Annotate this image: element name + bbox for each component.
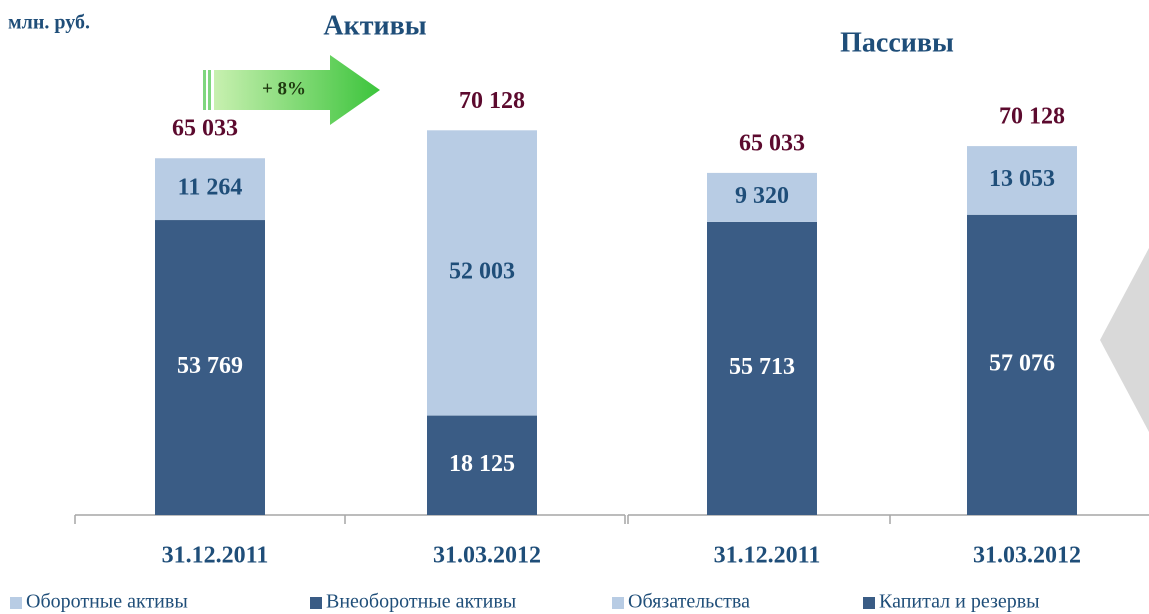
legend-swatch bbox=[612, 597, 624, 609]
value-label: 53 769 bbox=[177, 353, 243, 379]
value-label: 9 320 bbox=[735, 183, 789, 209]
legend-label: Капитал и резервы bbox=[879, 591, 1040, 613]
decor-shape bbox=[1100, 248, 1149, 432]
bar-segment bbox=[427, 130, 537, 416]
bar-segment bbox=[967, 146, 1077, 215]
value-label: 57 076 bbox=[989, 350, 1055, 376]
bar-segment bbox=[155, 220, 265, 515]
value-label: 13 053 bbox=[989, 166, 1055, 192]
x-tick-label: 31.12.2011 bbox=[162, 543, 269, 569]
value-label: 18 125 bbox=[449, 451, 515, 477]
bar-segment bbox=[155, 158, 265, 221]
bar-segment bbox=[427, 415, 537, 515]
growth-arrow bbox=[203, 55, 380, 125]
value-label: 52 003 bbox=[449, 258, 515, 284]
total-label: 65 033 bbox=[172, 116, 238, 142]
annotation: + 8% bbox=[262, 78, 306, 99]
chart-title: Пассивы bbox=[840, 27, 954, 58]
legend-swatch bbox=[863, 597, 875, 609]
total-label: 65 033 bbox=[739, 130, 805, 156]
total-label: 70 128 bbox=[999, 104, 1065, 130]
legend-label: Внеоборотные активы bbox=[326, 591, 516, 613]
legend-label: Оборотные активы bbox=[26, 591, 188, 613]
value-label: 11 264 bbox=[178, 175, 243, 201]
bar-segment bbox=[967, 214, 1077, 516]
legend-swatch bbox=[10, 597, 22, 609]
total-label: 70 128 bbox=[459, 88, 525, 114]
bar-segment bbox=[707, 172, 817, 222]
x-tick-label: 31.12.2011 bbox=[714, 543, 821, 569]
chart-title: Активы bbox=[323, 10, 426, 41]
legend-swatch bbox=[310, 597, 322, 609]
legend-label: Обязательства bbox=[628, 591, 750, 613]
x-tick-label: 31.03.2012 bbox=[973, 543, 1081, 569]
x-tick-label: 31.03.2012 bbox=[433, 543, 541, 569]
value-label: 55 713 bbox=[729, 354, 795, 380]
unit-label: млн. руб. bbox=[8, 12, 90, 34]
bar-segment bbox=[707, 221, 817, 515]
